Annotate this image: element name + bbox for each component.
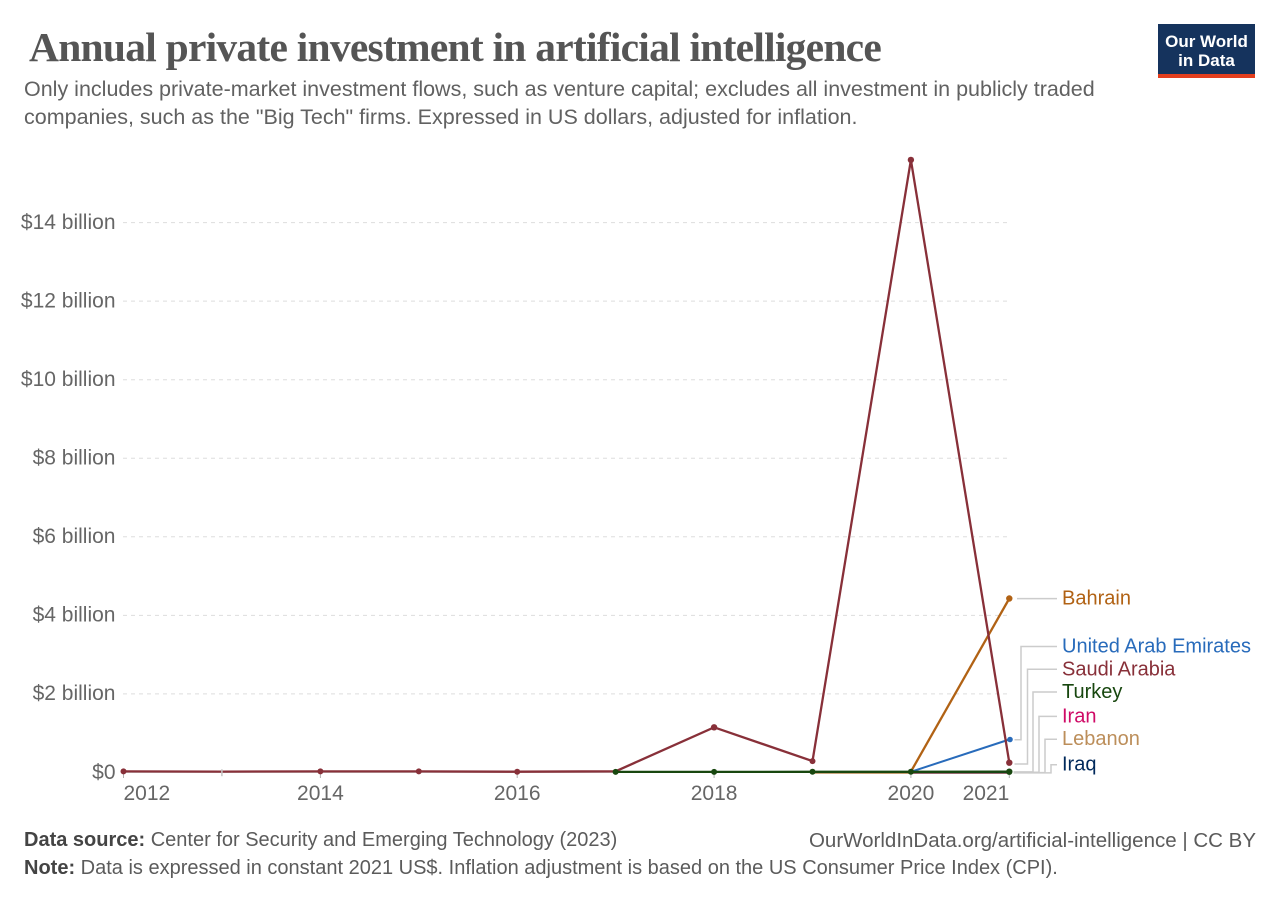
svg-text:Iran: Iran <box>1062 706 1096 728</box>
svg-text:$14 billion: $14 billion <box>21 211 116 234</box>
svg-text:Iraq: Iraq <box>1062 754 1096 776</box>
svg-text:2014: 2014 <box>297 782 344 805</box>
svg-text:2016: 2016 <box>494 782 541 805</box>
svg-text:$0: $0 <box>92 761 115 784</box>
svg-text:United Arab Emirates: United Arab Emirates <box>1062 636 1251 658</box>
svg-text:$12 billion: $12 billion <box>21 290 116 313</box>
svg-text:2018: 2018 <box>691 782 738 805</box>
svg-text:Saudi Arabia: Saudi Arabia <box>1062 659 1176 681</box>
svg-text:Turkey: Turkey <box>1062 681 1122 703</box>
svg-text:2012: 2012 <box>124 782 171 805</box>
svg-text:Lebanon: Lebanon <box>1062 728 1140 750</box>
svg-text:$2 billion: $2 billion <box>33 682 116 705</box>
svg-text:2020: 2020 <box>888 782 935 805</box>
svg-text:$8 billion: $8 billion <box>33 447 116 470</box>
svg-text:$4 billion: $4 billion <box>33 604 116 627</box>
svg-text:Bahrain: Bahrain <box>1062 588 1131 610</box>
svg-text:2021: 2021 <box>963 782 1010 805</box>
svg-text:$6 billion: $6 billion <box>33 525 116 548</box>
svg-text:$10 billion: $10 billion <box>21 368 116 391</box>
